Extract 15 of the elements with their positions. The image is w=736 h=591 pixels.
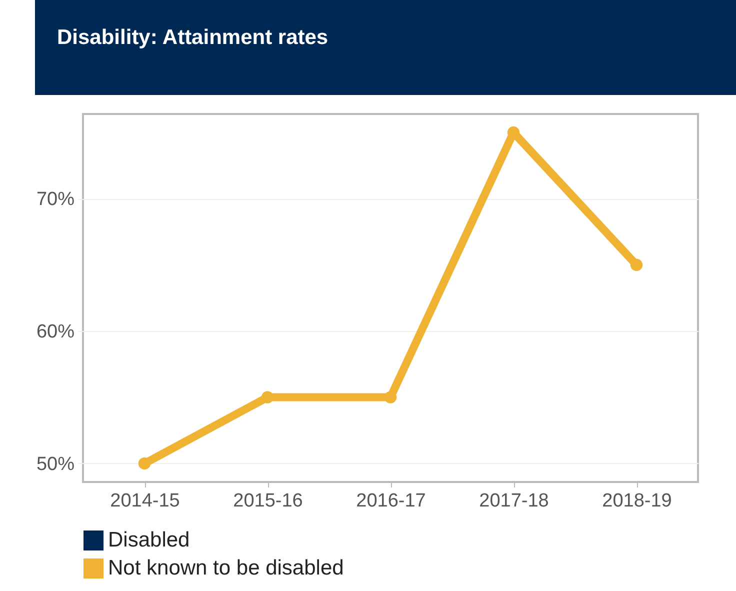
x-tick-label: 2014-15 bbox=[110, 490, 180, 512]
point bbox=[138, 457, 151, 470]
x-tick-label: 2018-19 bbox=[602, 490, 672, 512]
y-tick-label: 60% bbox=[36, 322, 75, 343]
x-tick-label: 2016-17 bbox=[356, 490, 426, 512]
chart-title: Disability: Attainment rates bbox=[35, 0, 736, 95]
x-tick-label: 2017-18 bbox=[479, 490, 549, 512]
x-tick-label: 2015-16 bbox=[233, 490, 303, 512]
y-tick-label: 70% bbox=[36, 189, 75, 210]
point bbox=[384, 391, 397, 404]
legend-label: Disabled bbox=[108, 528, 190, 552]
y-tick-label: 50% bbox=[36, 454, 75, 475]
point bbox=[261, 391, 274, 404]
legend-label: Not known to be disabled bbox=[108, 556, 344, 580]
point bbox=[630, 258, 643, 272]
